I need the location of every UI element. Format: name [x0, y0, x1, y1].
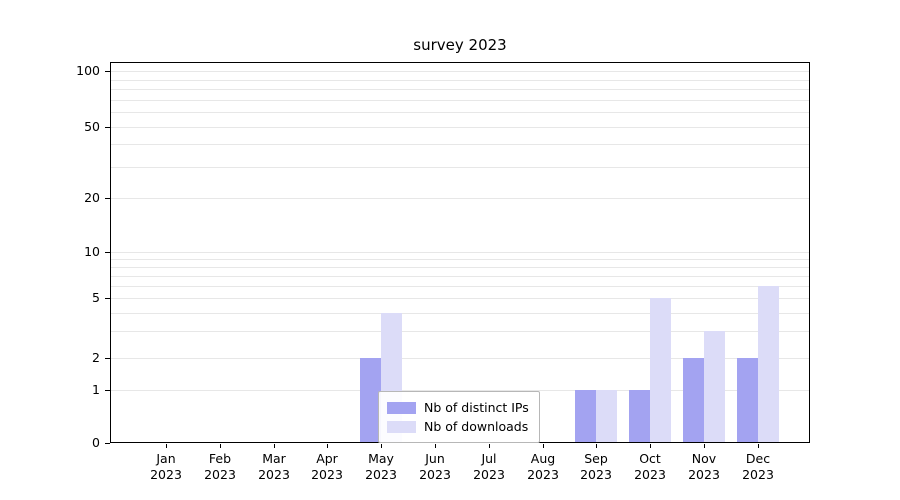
- x-tick-label: May 2023: [365, 451, 397, 482]
- y-tick-mark: [105, 358, 110, 359]
- y-tick-label: 1: [92, 382, 100, 397]
- gridline: [111, 100, 809, 101]
- bar-distinct-ips: [737, 358, 758, 442]
- y-tick-label: 0: [92, 435, 100, 450]
- chart-title: survey 2023: [413, 36, 507, 54]
- x-tick-mark: [596, 444, 597, 448]
- gridline: [111, 331, 809, 332]
- y-tick-mark: [105, 127, 110, 128]
- x-tick-label: Dec 2023: [742, 451, 774, 482]
- gridline: [111, 80, 809, 81]
- bar-downloads: [596, 390, 617, 442]
- x-tick-label: Sep 2023: [580, 451, 612, 482]
- y-tick-mark: [105, 443, 110, 444]
- gridline: [111, 127, 809, 128]
- x-tick-mark: [381, 444, 382, 448]
- y-tick-label: 20: [84, 190, 100, 205]
- x-tick-label: Apr 2023: [311, 451, 343, 482]
- x-tick-label: Aug 2023: [527, 451, 559, 482]
- x-tick-label: Jan 2023: [150, 451, 182, 482]
- gridline: [111, 259, 809, 260]
- y-tick-mark: [105, 198, 110, 199]
- legend-label: Nb of downloads: [424, 419, 529, 434]
- y-tick-mark: [105, 252, 110, 253]
- legend-label: Nb of distinct IPs: [424, 400, 529, 415]
- x-tick-mark: [650, 444, 651, 448]
- bar-downloads: [650, 298, 671, 442]
- legend-item: Nb of downloads: [387, 417, 529, 436]
- x-tick-mark: [543, 444, 544, 448]
- legend: Nb of distinct IPs Nb of downloads: [378, 391, 540, 443]
- gridline: [111, 276, 809, 277]
- gridline: [111, 390, 809, 391]
- bar-downloads: [704, 331, 725, 442]
- x-tick-mark: [489, 444, 490, 448]
- gridline: [111, 298, 809, 299]
- x-tick-mark: [166, 444, 167, 448]
- bar-distinct-ips: [575, 390, 596, 442]
- x-tick-label: Oct 2023: [634, 451, 666, 482]
- x-tick-mark: [327, 444, 328, 448]
- x-tick-label: Jun 2023: [419, 451, 451, 482]
- bar-distinct-ips: [683, 358, 704, 442]
- y-tick-mark: [105, 390, 110, 391]
- y-tick-label: 5: [92, 290, 100, 305]
- y-tick-label: 100: [76, 63, 100, 78]
- y-tick-mark: [105, 298, 110, 299]
- legend-swatch: [387, 401, 416, 414]
- x-tick-mark: [704, 444, 705, 448]
- gridline: [111, 286, 809, 287]
- x-tick-label: Mar 2023: [258, 451, 290, 482]
- x-tick-mark: [220, 444, 221, 448]
- gridline: [111, 144, 809, 145]
- gridline: [111, 89, 809, 90]
- x-tick-label: Jul 2023: [473, 451, 505, 482]
- y-tick-label: 10: [84, 244, 100, 259]
- legend-swatch: [387, 420, 416, 433]
- gridline: [111, 167, 809, 168]
- bar-distinct-ips: [360, 358, 381, 442]
- x-tick-mark: [435, 444, 436, 448]
- x-tick-label: Nov 2023: [688, 451, 720, 482]
- gridline: [111, 198, 809, 199]
- x-tick-mark: [274, 444, 275, 448]
- bar-downloads: [758, 286, 779, 442]
- gridline: [111, 112, 809, 113]
- gridline: [111, 358, 809, 359]
- gridline: [111, 71, 809, 72]
- gridline: [111, 252, 809, 253]
- x-tick-label: Feb 2023: [204, 451, 236, 482]
- gridline: [111, 267, 809, 268]
- y-tick-mark: [105, 71, 110, 72]
- y-tick-label: 2: [92, 350, 100, 365]
- gridline: [111, 313, 809, 314]
- bar-distinct-ips: [629, 390, 650, 442]
- y-tick-label: 50: [84, 119, 100, 134]
- legend-item: Nb of distinct IPs: [387, 398, 529, 417]
- x-tick-mark: [758, 444, 759, 448]
